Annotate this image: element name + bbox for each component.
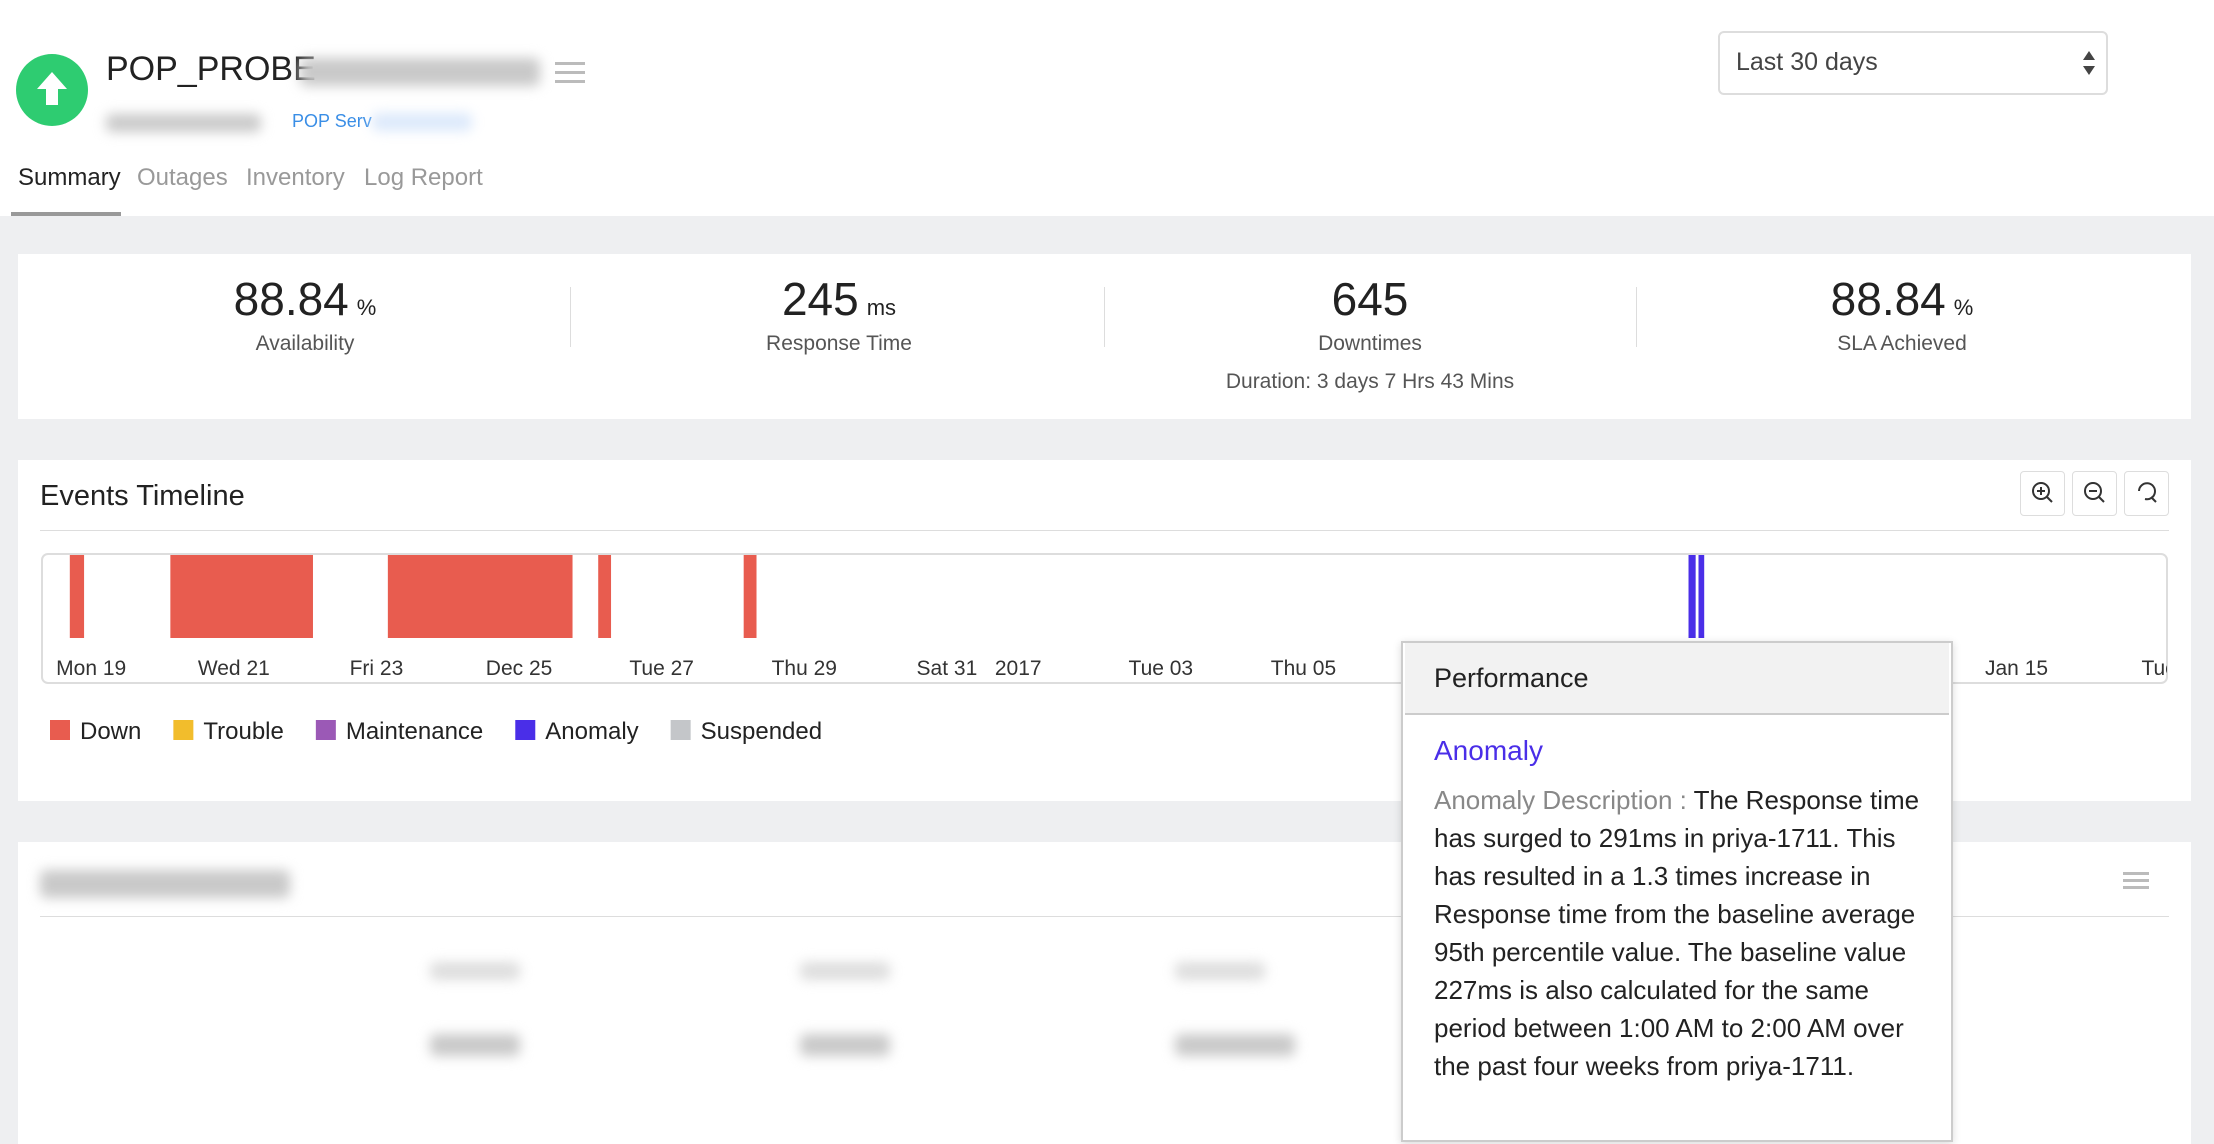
- card-divider: [40, 530, 2169, 531]
- stat-value: 88.84: [233, 273, 349, 325]
- stat-value-row: 645: [1110, 272, 1630, 326]
- blurred-text: [800, 962, 890, 980]
- zoom-out-button[interactable]: [2072, 471, 2117, 516]
- tab[interactable]: Log Report: [364, 164, 483, 191]
- stat-unit: %: [1953, 295, 1974, 320]
- range-select-text: Last 30 days: [1736, 48, 1878, 76]
- legend-swatch: [670, 720, 691, 740]
- legend-label: Down: [80, 718, 141, 745]
- tooltip-header: Performance: [1405, 643, 1949, 715]
- reset-zoom-button[interactable]: [2124, 471, 2169, 516]
- monitor-name: POP_PROBE: [106, 50, 316, 88]
- x-tick-label: Mon 19: [56, 657, 126, 680]
- event-bar: [1698, 555, 1705, 638]
- stat: 245 ms Response Time: [579, 272, 1099, 356]
- menu-icon[interactable]: [555, 60, 585, 86]
- tooltip-header-text: Performance: [1434, 663, 1589, 693]
- x-tick-label: Tue: [2141, 657, 2176, 680]
- x-tick-label: Dec 25: [486, 657, 553, 680]
- stat-value: 245: [781, 273, 859, 325]
- blurred-text: [1175, 962, 1265, 980]
- legend-swatch: [515, 720, 536, 740]
- stat-note: Duration: 3 days 7 Hrs 43 Mins: [1225, 370, 1515, 393]
- tab[interactable]: Summary: [18, 164, 121, 191]
- zoom-in-button[interactable]: [2020, 471, 2065, 516]
- tooltip-body: Anomaly Description : The Response time …: [1403, 767, 1951, 1085]
- stat-value-row: 88.84%: [45, 272, 565, 326]
- reset-icon: [2138, 482, 2157, 503]
- description-text: The Response time has surged to 291ms in…: [1434, 785, 1920, 1081]
- stat-unit: %: [356, 295, 377, 320]
- blurred-text: [1175, 1034, 1295, 1056]
- card-divider: [40, 916, 2169, 917]
- x-tick-label: Tue 03: [1129, 657, 1194, 680]
- blurred-text: [800, 1034, 890, 1056]
- legend-label: Anomaly: [545, 718, 638, 745]
- legend-swatch: [315, 720, 336, 740]
- x-tick-label: Jan 15: [1985, 657, 2048, 680]
- legend-label: Trouble: [203, 718, 283, 745]
- tooltip: Performance Anomaly Anomaly Description …: [1401, 641, 1953, 1142]
- blurred-subtitle: [106, 114, 261, 132]
- stat-label: SLA Achieved: [1837, 332, 1967, 355]
- event-bar: [170, 555, 313, 638]
- status-icon: [16, 54, 88, 126]
- blurred-name: [300, 58, 540, 86]
- stat: 88.84% SLA Achieved: [1642, 272, 2162, 356]
- description-label: Anomaly Description :: [1434, 785, 1687, 815]
- x-tick-label: Wed 21: [198, 657, 270, 680]
- blurred-text: [430, 1034, 520, 1056]
- legend-label: Maintenance: [346, 718, 483, 745]
- stat: 88.84% Availability: [45, 272, 565, 356]
- stat-unit: ms: [866, 295, 897, 320]
- divider: [570, 287, 571, 347]
- x-tick-label: 2017: [995, 657, 1042, 680]
- blurred-text: [430, 962, 520, 980]
- legend-swatch: [50, 720, 70, 740]
- event-bar: [1688, 555, 1696, 638]
- x-tick-label: Fri 23: [350, 657, 404, 680]
- blurred-type: [372, 113, 472, 131]
- stat-value-row: 245 ms: [579, 272, 1099, 326]
- divider: [1104, 287, 1105, 347]
- select-arrows: [2083, 51, 2095, 75]
- x-tick-label: Sat 31: [917, 657, 978, 680]
- tab-underline: [11, 212, 121, 216]
- events-title: Events Timeline: [40, 480, 245, 512]
- stat-value: 88.84: [1830, 273, 1946, 325]
- monitor-type: POP Serv: [292, 111, 372, 131]
- event-bar: [743, 555, 757, 638]
- range-select[interactable]: Last 30 days: [1718, 31, 2108, 95]
- blurred-title: [40, 870, 290, 898]
- stat-value: 645: [1331, 273, 1409, 325]
- legend-swatch: [173, 720, 194, 740]
- zoom-in-icon: [2032, 482, 2053, 503]
- divider: [1636, 287, 1637, 347]
- tab[interactable]: Outages: [137, 164, 228, 191]
- legend-label: Suspended: [701, 718, 822, 745]
- event-bar: [387, 555, 573, 638]
- menu-icon[interactable]: [2123, 870, 2149, 892]
- event-bar: [69, 555, 85, 638]
- stat-label: Response Time: [766, 332, 912, 355]
- x-tick-label: Thu 29: [772, 657, 837, 680]
- stat-label: Downtimes: [1318, 332, 1422, 355]
- tooltip-title: Anomaly: [1434, 735, 1543, 766]
- tab[interactable]: Inventory: [246, 164, 345, 191]
- stat-label: Availability: [255, 332, 355, 355]
- event-bar: [598, 555, 612, 638]
- x-tick-label: Thu 05: [1271, 657, 1336, 680]
- x-tick-label: Tue 27: [629, 657, 694, 680]
- stat-value-row: 88.84%: [1642, 272, 2162, 326]
- stat: 645 Downtimes Duration: 3 days 7 Hrs 43 Mi…: [1110, 272, 1630, 394]
- zoom-out-icon: [2084, 482, 2105, 503]
